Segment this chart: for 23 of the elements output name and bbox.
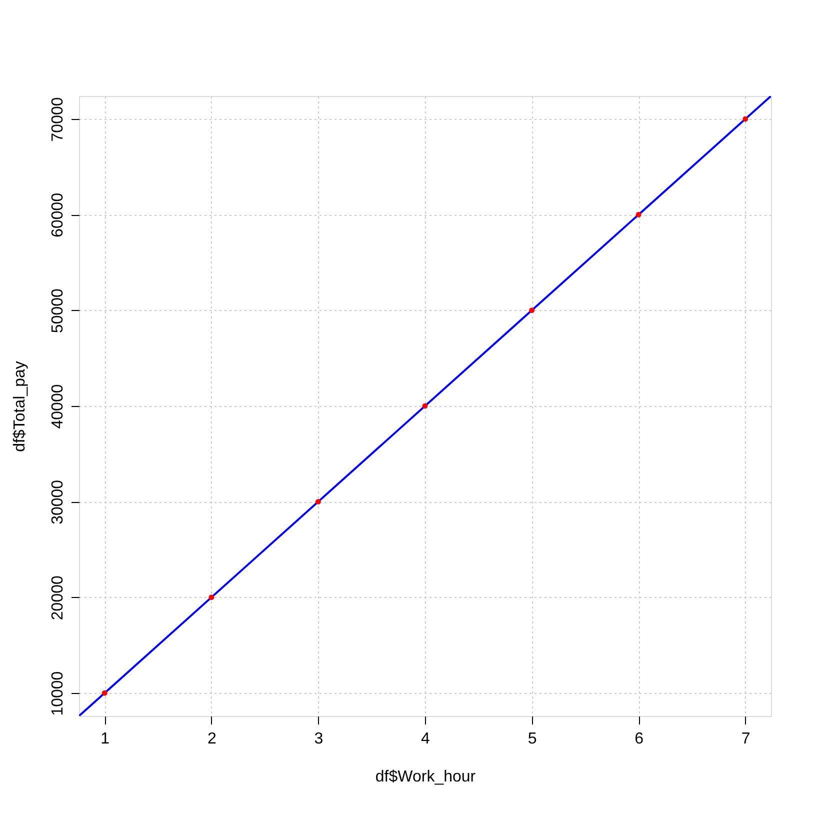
x-axis-title: df$Work_hour	[375, 768, 476, 786]
y-axis-title: df$Total_pay	[12, 361, 28, 452]
y-tick-label: 40000	[50, 384, 66, 429]
x-tick-label: 3	[314, 730, 324, 748]
y-tick-label: 20000	[50, 576, 66, 620]
y-tick-label: 30000	[50, 480, 66, 524]
point	[315, 498, 321, 504]
x-tick-label: 5	[528, 730, 537, 748]
point	[636, 212, 642, 218]
x-tick-label: 2	[207, 730, 216, 748]
point	[742, 116, 748, 122]
y-tick-label: 60000	[50, 192, 66, 238]
y-tick-label: 70000	[50, 97, 66, 142]
point	[208, 594, 214, 600]
y-tick-label: 10000	[50, 671, 66, 716]
x-tick-label: 6	[634, 730, 644, 748]
x-tick-label: 1	[100, 730, 110, 748]
x-tick-label: 7	[741, 730, 750, 748]
point	[529, 308, 535, 314]
y-tick-label: 50000	[50, 288, 66, 334]
point	[422, 403, 428, 409]
x-tick-label: 4	[421, 730, 430, 748]
point	[102, 690, 108, 696]
